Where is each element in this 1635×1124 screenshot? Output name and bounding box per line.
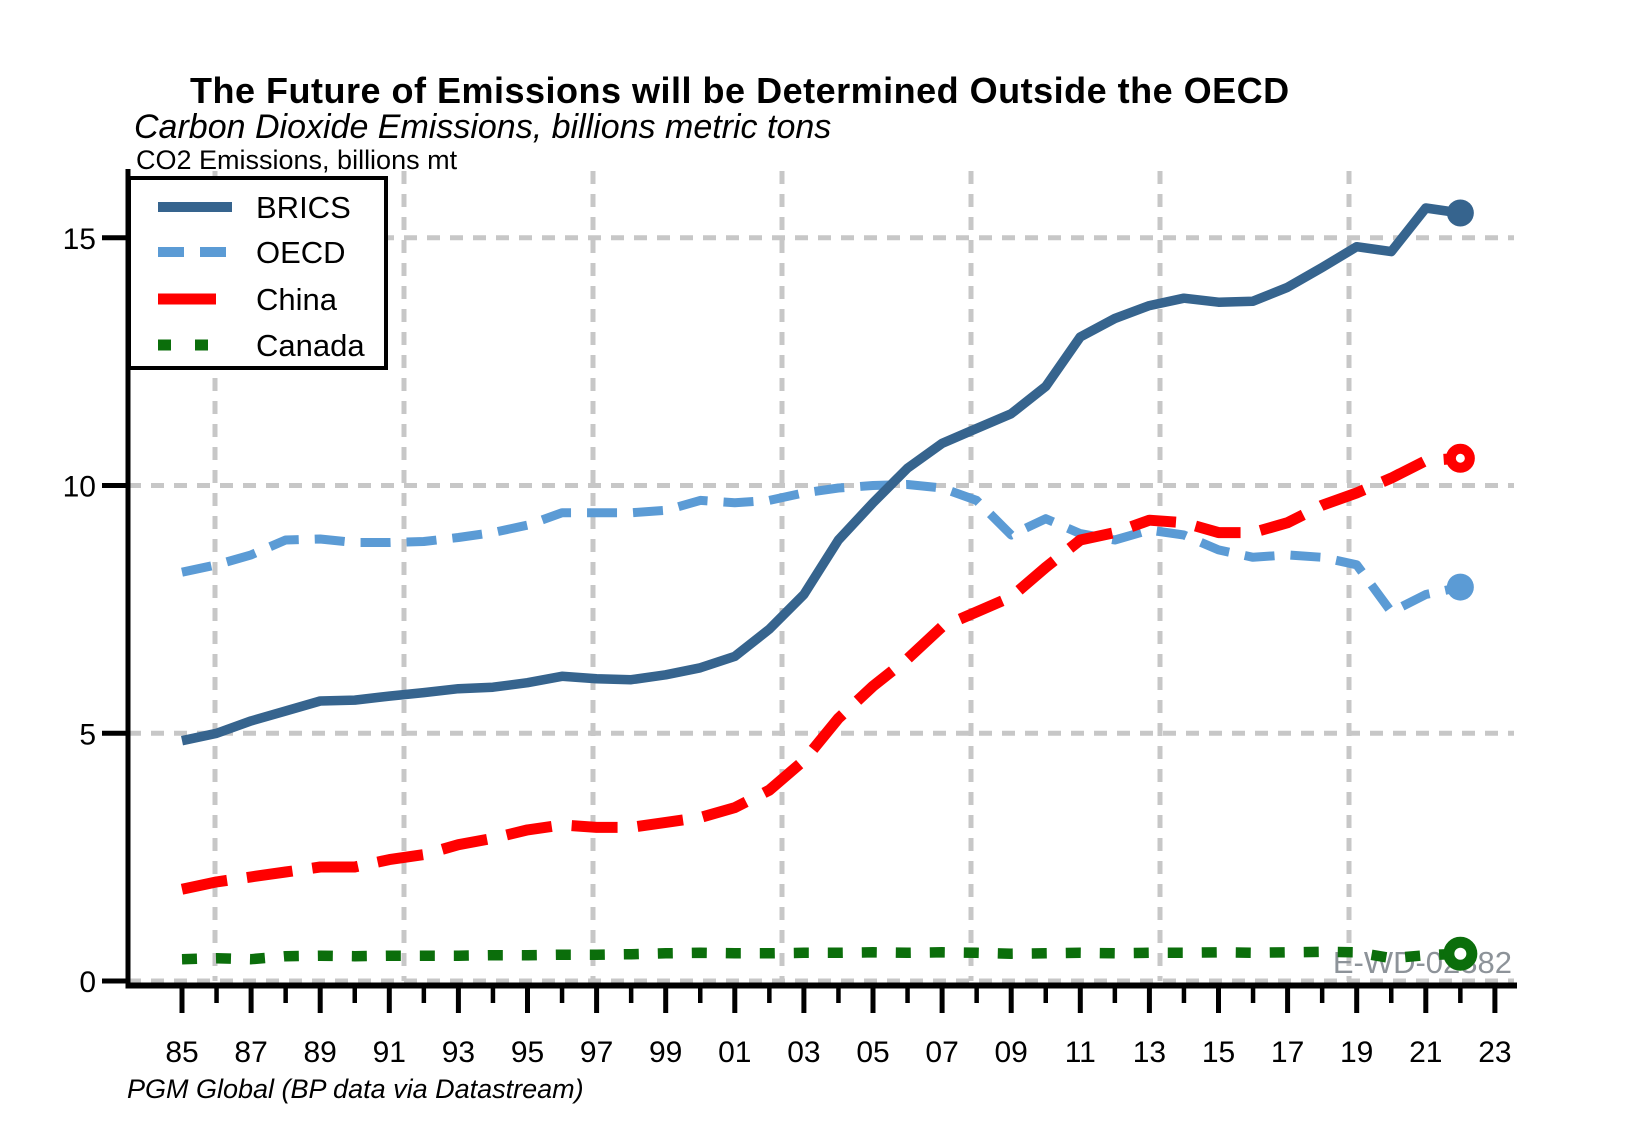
y-tick-label: 10 xyxy=(63,471,96,504)
y-tick-label: 15 xyxy=(63,223,96,256)
x-tick-label: 91 xyxy=(373,1036,406,1069)
x-tick-label: 93 xyxy=(442,1036,475,1069)
y-axis-unit-label: CO2 Emissions, billions mt xyxy=(136,145,458,175)
x-tick-label: 07 xyxy=(925,1036,958,1069)
x-tick-label: 03 xyxy=(787,1036,820,1069)
x-tick-label: 17 xyxy=(1271,1036,1304,1069)
x-tick-label: 15 xyxy=(1202,1036,1235,1069)
legend-label-china: China xyxy=(256,282,338,317)
page-title: The Future of Emissions will be Determin… xyxy=(190,70,1290,111)
endpoint-markers xyxy=(1443,199,1478,971)
x-tick-label: 05 xyxy=(856,1036,889,1069)
x-tick-label: 01 xyxy=(718,1036,751,1069)
legend-label-oecd: OECD xyxy=(256,235,346,270)
y-tick-label: 0 xyxy=(79,966,96,999)
source-note: PGM Global (BP data via Datastream) xyxy=(127,1074,584,1104)
legend-label-brics: BRICS xyxy=(256,190,351,225)
x-tick-label: 89 xyxy=(304,1036,337,1069)
series-line-brics xyxy=(181,203,1461,746)
watermark-text: E-WD-02382 xyxy=(1333,945,1512,980)
x-tick-label: 99 xyxy=(649,1036,682,1069)
endpoint-china xyxy=(1445,443,1475,473)
x-tick-label: 95 xyxy=(511,1036,544,1069)
x-tick-label: 87 xyxy=(234,1036,267,1069)
series-line-china xyxy=(180,452,1461,895)
series-lines xyxy=(180,203,1462,965)
x-tick-label: 97 xyxy=(580,1036,613,1069)
endpoint-brics xyxy=(1446,199,1474,227)
series-line-canada xyxy=(181,946,1461,965)
chart-subtitle: Carbon Dioxide Emissions, billions metri… xyxy=(134,108,832,146)
y-tick-label: 5 xyxy=(79,718,96,751)
x-tick-label: 21 xyxy=(1409,1036,1442,1069)
legend-label-canada: Canada xyxy=(256,328,365,363)
x-tick-label: 09 xyxy=(995,1036,1028,1069)
legend: BRICS OECD China Canada xyxy=(127,176,388,370)
endpoint-canada xyxy=(1443,936,1478,971)
endpoint-oecd xyxy=(1446,573,1474,601)
x-tick-label: 13 xyxy=(1133,1036,1166,1069)
x-tick-label: 19 xyxy=(1340,1036,1373,1069)
x-tick-label: 85 xyxy=(165,1036,198,1069)
series-line-oecd xyxy=(181,480,1462,617)
x-tick-label: 23 xyxy=(1478,1036,1511,1069)
x-tick-label: 11 xyxy=(1065,1036,1096,1069)
